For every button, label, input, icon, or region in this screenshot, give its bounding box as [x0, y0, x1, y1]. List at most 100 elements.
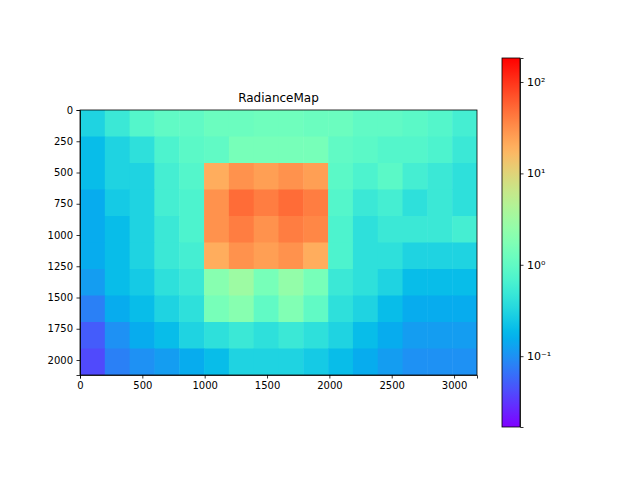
heatmap-cell: [303, 110, 328, 137]
heatmap-cell: [254, 216, 279, 243]
heatmap-cell: [130, 163, 155, 190]
heatmap-cell: [403, 269, 428, 296]
heatmap-cell: [229, 163, 254, 190]
heatmap-cell: [303, 190, 328, 217]
x-tick-label: 2500: [379, 380, 404, 391]
y-tick-mark: [77, 173, 81, 174]
heatmap-cell: [130, 110, 155, 137]
x-tick: 500: [133, 375, 152, 391]
heatmap-cell: [353, 190, 378, 217]
x-tick: 0: [77, 375, 83, 391]
heatmap-cell: [403, 349, 428, 376]
heatmap-cell: [452, 243, 477, 270]
heatmap-cell: [452, 190, 477, 217]
heatmap-cell: [80, 190, 105, 217]
heatmap-cell: [204, 110, 229, 137]
heatmap-cell: [204, 349, 229, 376]
x-tick-label: 1000: [192, 380, 217, 391]
heatmap-cell: [130, 269, 155, 296]
y-tick-mark: [77, 298, 81, 299]
heatmap-cell: [80, 110, 105, 137]
heatmap-cell: [229, 137, 254, 164]
heatmap-cell: [80, 349, 105, 376]
heatmap-cell: [254, 349, 279, 376]
x-tick: 3000: [442, 375, 467, 391]
heatmap-cell: [378, 243, 403, 270]
heatmap-cell: [353, 296, 378, 323]
y-tick-mark: [77, 235, 81, 236]
heatmap-cell: [105, 216, 130, 243]
heatmap-cell: [130, 296, 155, 323]
heatmap-cell: [279, 269, 304, 296]
heatmap-cell: [204, 163, 229, 190]
heatmap-cell: [254, 163, 279, 190]
heatmap-cell: [204, 137, 229, 164]
heatmap-cell: [154, 110, 179, 137]
heatmap-cell: [254, 110, 279, 137]
heatmap-cell: [80, 296, 105, 323]
heatmap-cell: [328, 296, 353, 323]
heatmap-cell: [427, 110, 452, 137]
y-tick: 0: [67, 105, 80, 116]
figure: 0500100015002000250030000250500750100012…: [0, 0, 640, 480]
heatmap-cell: [105, 349, 130, 376]
heatmap-cell: [328, 190, 353, 217]
heatmap-cell: [378, 296, 403, 323]
heatmap-cell: [328, 322, 353, 349]
heatmap-cell: [328, 110, 353, 137]
heatmap-cell: [154, 296, 179, 323]
heatmap-cell: [154, 269, 179, 296]
y-tick: 1500: [48, 292, 80, 303]
heatmap-cell: [378, 322, 403, 349]
heatmap-cell: [105, 243, 130, 270]
heatmap-cell: [452, 216, 477, 243]
y-tick: 250: [54, 136, 80, 147]
heatmap-cell: [303, 349, 328, 376]
heatmap-cell: [279, 137, 304, 164]
heatmap-cell: [427, 243, 452, 270]
heatmap-cell: [204, 216, 229, 243]
x-tick: 1500: [255, 375, 280, 391]
heatmap-cell: [229, 190, 254, 217]
colorbar-tick-mark: [520, 82, 524, 83]
heatmap-cell: [328, 243, 353, 270]
heatmap-cell: [80, 322, 105, 349]
heatmap-cell: [105, 137, 130, 164]
colorbar-frame: [502, 58, 520, 427]
heatmap-cell: [328, 163, 353, 190]
heatmap-cell: [452, 322, 477, 349]
heatmap-cell: [427, 296, 452, 323]
y-tick-label: 250: [54, 136, 73, 147]
x-tick-mark: [142, 375, 143, 379]
x-axis-line: [81, 376, 478, 379]
heatmap-cell: [154, 190, 179, 217]
colorbar-tick: 10²: [520, 76, 545, 89]
x-tick-mark: [392, 375, 393, 379]
y-axis-line: [77, 111, 81, 376]
colorbar-tick-mark: [520, 265, 524, 266]
heatmap-cell: [403, 322, 428, 349]
heatmap-cell: [130, 243, 155, 270]
heatmap-cell: [154, 216, 179, 243]
heatmap-cell: [154, 349, 179, 376]
heatmap-cell: [105, 163, 130, 190]
heatmap-cell: [179, 110, 204, 137]
heatmap-cell: [130, 349, 155, 376]
heatmap-cell: [279, 216, 304, 243]
colorbar-axis: 10⁻¹10⁰10¹10²: [520, 59, 551, 428]
heatmap-cell: [80, 137, 105, 164]
heatmap-cell: [105, 110, 130, 137]
heatmap-cell: [179, 269, 204, 296]
heatmap-cell: [279, 243, 304, 270]
heatmap-cell: [130, 190, 155, 217]
heatmap-cell: [427, 190, 452, 217]
heatmap-cell: [403, 163, 428, 190]
colorbar-tick-label: 10²: [527, 76, 545, 89]
heatmap-cell: [303, 216, 328, 243]
x-axis: 050010001500200025003000: [77, 375, 477, 391]
colorbar-tick-label: 10⁻¹: [527, 350, 551, 363]
heatmap-cell: [353, 269, 378, 296]
heatmap-cell: [179, 296, 204, 323]
heatmap-cell: [427, 269, 452, 296]
y-tick: 1000: [48, 230, 80, 241]
